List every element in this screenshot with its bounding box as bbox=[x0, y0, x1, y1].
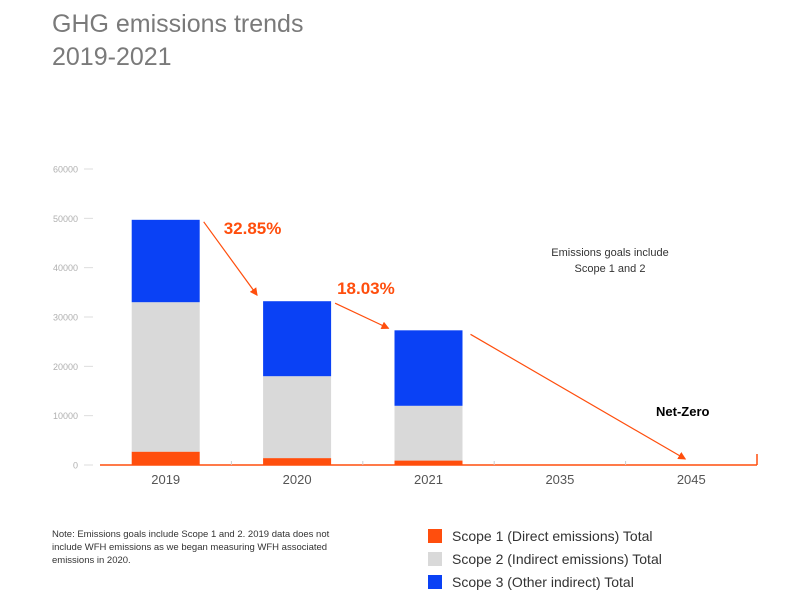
bar-segment-2020-scope2 bbox=[263, 376, 332, 459]
y-tick-label: 20000 bbox=[53, 362, 78, 372]
bar-segment-2019-scope1 bbox=[131, 451, 200, 465]
x-tick-label: 2019 bbox=[151, 472, 180, 487]
legend-label-scope3: Scope 3 (Other indirect) Total bbox=[452, 573, 634, 590]
legend-item-scope2: Scope 2 (Indirect emissions) Total bbox=[428, 547, 662, 570]
legend-swatch-scope3 bbox=[428, 574, 442, 589]
bar-segment-2021-scope2 bbox=[394, 405, 463, 461]
x-tick-label: 2035 bbox=[545, 472, 574, 487]
goal-note-line-1: Emissions goals include bbox=[551, 247, 668, 259]
y-tick-label: 40000 bbox=[53, 263, 78, 273]
legend-swatch-scope2 bbox=[428, 551, 442, 566]
drop-arrow-2020-2021 bbox=[334, 302, 390, 329]
net-zero-label: Net-Zero bbox=[656, 404, 710, 419]
bars bbox=[131, 219, 463, 465]
emissions-chart: 0 10000 20000 30000 40000 50000 60000 2019 2020… bbox=[53, 165, 758, 487]
chart-title: GHG emissions trends 2019-2021 bbox=[52, 8, 303, 74]
legend-item-scope1: Scope 1 (Direct emissions) Total bbox=[428, 524, 662, 547]
bar-segment-2021-scope1 bbox=[394, 460, 463, 465]
drop-label-2020-2021: 18.03% bbox=[337, 279, 395, 298]
annotations: 32.85% 18.03% Emissions goals include Sc… bbox=[203, 219, 710, 460]
legend-label-scope1: Scope 1 (Direct emissions) Total bbox=[452, 527, 653, 544]
footnote: Note: Emissions goals include Scope 1 an… bbox=[52, 529, 330, 566]
legend-item-scope3: Scope 3 (Other indirect) Total bbox=[428, 570, 662, 593]
drop-arrow-2019-2020 bbox=[203, 221, 258, 297]
y-axis: 0 10000 20000 30000 40000 50000 60000 bbox=[53, 165, 93, 471]
drop-label-2019-2020: 32.85% bbox=[224, 219, 282, 238]
y-tick-label: 60000 bbox=[53, 165, 78, 175]
chart-title-line-2: 2019-2021 bbox=[52, 43, 172, 71]
x-axis: 2019 2020 2021 2035 2045 bbox=[100, 454, 758, 487]
x-tick-label: 2021 bbox=[414, 472, 443, 487]
y-tick-label: 30000 bbox=[53, 313, 78, 323]
x-tick-label: 2020 bbox=[283, 472, 312, 487]
chart-title-line-1: GHG emissions trends bbox=[52, 10, 304, 38]
bar-segment-2019-scope3 bbox=[131, 219, 200, 303]
goal-note-line-2: Scope 1 and 2 bbox=[575, 263, 646, 275]
bar-segment-2021-scope3 bbox=[394, 330, 463, 406]
bar-segment-2019-scope2 bbox=[131, 302, 200, 452]
y-tick-label: 10000 bbox=[53, 411, 78, 421]
y-tick-label: 0 bbox=[73, 461, 78, 471]
bar-segment-2020-scope1 bbox=[263, 458, 332, 465]
legend: Scope 1 (Direct emissions) Total Scope 2… bbox=[428, 524, 662, 593]
trend-arrow-net-zero bbox=[470, 333, 687, 460]
bar-segment-2020-scope3 bbox=[263, 301, 332, 377]
x-tick-label: 2045 bbox=[677, 472, 706, 487]
y-tick-label: 50000 bbox=[53, 214, 78, 224]
legend-swatch-scope1 bbox=[428, 528, 442, 543]
legend-label-scope2: Scope 2 (Indirect emissions) Total bbox=[452, 550, 662, 567]
